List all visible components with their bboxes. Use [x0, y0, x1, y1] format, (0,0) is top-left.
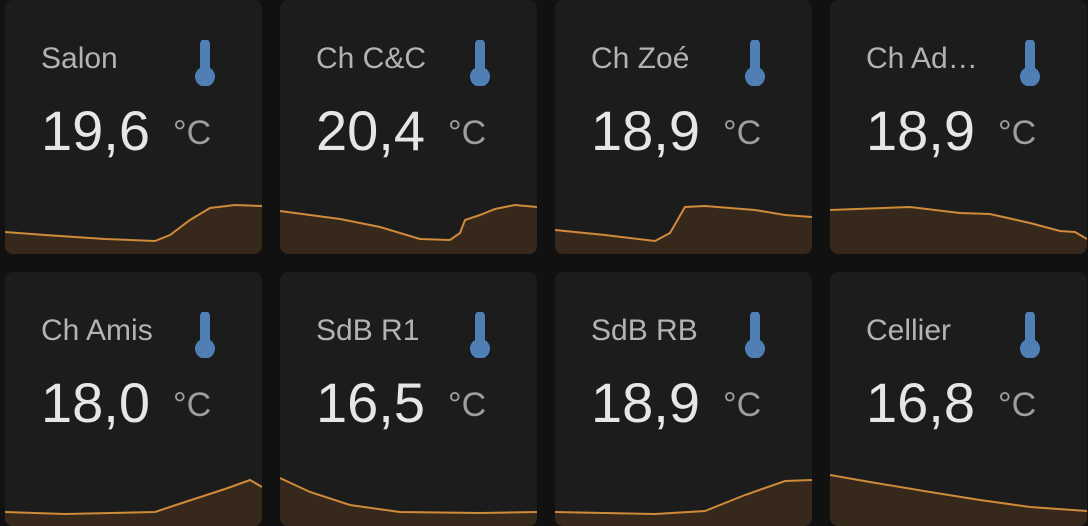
thermometer-shape [745, 312, 765, 358]
sensor-unit: °C [173, 386, 212, 424]
sensor-card[interactable]: Salon 19,6 °C [5, 0, 262, 254]
sparkline-area [555, 480, 812, 526]
sensor-value: 18,0 [41, 371, 150, 434]
sparkline [555, 204, 812, 254]
sparkline-area [5, 480, 262, 526]
sensor-unit: °C [998, 114, 1037, 152]
thermometer-shape [1020, 40, 1040, 86]
sensor-value: 18,9 [866, 99, 975, 162]
sparkline [830, 205, 1087, 254]
sparkline-line [5, 478, 262, 516]
sparkline [280, 203, 537, 254]
sparkline [5, 203, 262, 254]
thermometer-icon [1020, 40, 1040, 86]
sparkline-area [830, 475, 1087, 526]
sensor-card[interactable]: SdB R1 16,5 °C [280, 272, 537, 526]
sensor-card[interactable]: Ch Ad… 18,9 °C [830, 0, 1087, 254]
thermometer-icon [195, 312, 215, 358]
sensor-value: 16,8 [866, 371, 975, 434]
sensor-card[interactable]: Ch Zoé 18,9 °C [555, 0, 812, 254]
thermometer-shape [1020, 312, 1040, 358]
thermometer-icon [745, 312, 765, 358]
sparkline-area [280, 478, 537, 526]
thermometer-shape [195, 40, 215, 86]
sensor-name: Ch Zoé [591, 42, 690, 75]
sensor-name: SdB R1 [316, 314, 420, 347]
sensor-unit: °C [173, 114, 212, 152]
thermometer-shape [195, 312, 215, 358]
sensor-card[interactable]: Ch Amis 18,0 °C [5, 272, 262, 526]
thermometer-shape [470, 40, 490, 86]
sparkline-area [5, 205, 262, 254]
sparkline [555, 479, 812, 526]
thermometer-shape [470, 312, 490, 358]
sparkline-area [280, 205, 537, 254]
sensor-unit: °C [723, 386, 762, 424]
sparkline [5, 478, 262, 526]
sensor-card[interactable]: Cellier 16,8 °C [830, 272, 1087, 526]
sparkline-line [830, 474, 1087, 512]
sparkline-line [555, 204, 812, 243]
sensor-unit: °C [448, 386, 487, 424]
sensor-card[interactable]: Ch C&C 20,4 °C [280, 0, 537, 254]
sparkline [830, 474, 1087, 526]
sensor-value: 18,9 [591, 99, 700, 162]
sensor-name: Ch Amis [41, 314, 153, 347]
sparkline-line [555, 479, 812, 516]
thermometer-icon [1020, 312, 1040, 358]
thermometer-icon [470, 40, 490, 86]
thermometer-icon [470, 312, 490, 358]
sensor-card[interactable]: SdB RB 18,9 °C [555, 272, 812, 526]
sensor-name: Salon [41, 42, 118, 75]
sensor-unit: °C [448, 114, 487, 152]
sparkline [280, 477, 537, 526]
sparkline-line [280, 203, 537, 242]
sensor-value: 20,4 [316, 99, 425, 162]
sensor-value: 16,5 [316, 371, 425, 434]
sensor-name: Cellier [866, 314, 952, 347]
sensor-unit: °C [723, 114, 762, 152]
sensor-name: SdB RB [591, 314, 698, 347]
thermometer-icon [195, 40, 215, 86]
sensor-value: 19,6 [41, 99, 150, 162]
thermometer-icon [745, 40, 765, 86]
sparkline-line [830, 205, 1087, 240]
sparkline-area [555, 206, 812, 254]
sensor-name: Ch C&C [316, 42, 427, 75]
sensor-unit: °C [998, 386, 1037, 424]
sensor-value: 18,9 [591, 371, 700, 434]
sparkline-line [280, 477, 537, 515]
sparkline-line [5, 203, 262, 243]
sensor-name: Ch Ad… [866, 42, 978, 75]
sparkline-area [830, 207, 1087, 254]
thermometer-shape [745, 40, 765, 86]
